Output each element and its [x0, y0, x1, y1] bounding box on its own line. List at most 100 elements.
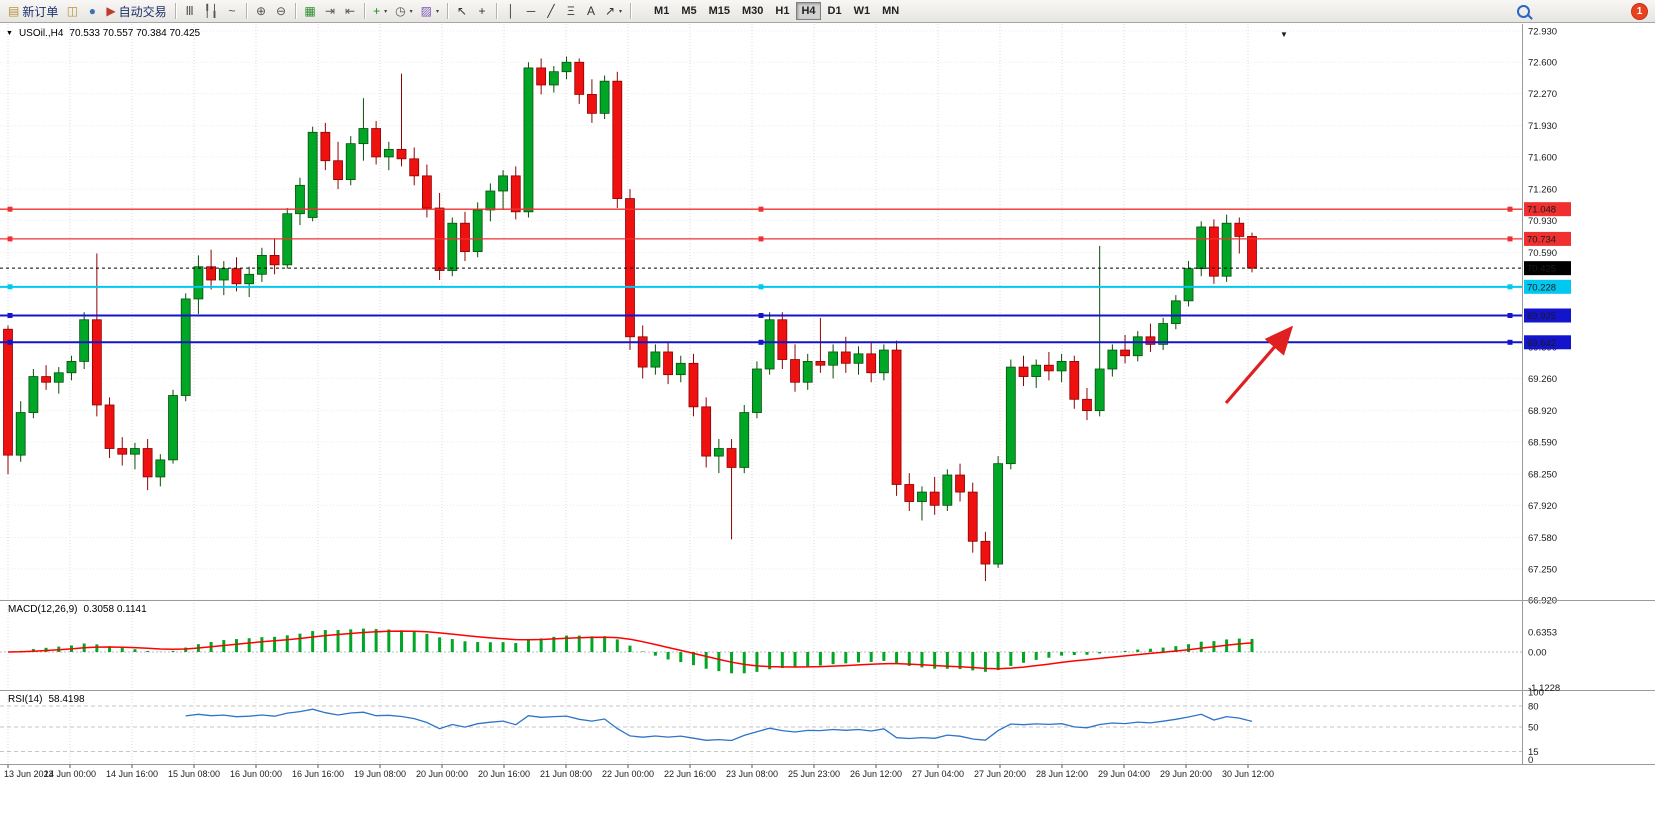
toolbar-separator [295, 3, 297, 19]
periods-icon[interactable]: ◷ ▾ [391, 2, 417, 21]
auto-trading-button-label: 自动交易 [118, 4, 167, 19]
svg-text:16 Jun 16:00: 16 Jun 16:00 [292, 769, 344, 779]
svg-text:30 Jun 12:00: 30 Jun 12:00 [1222, 769, 1274, 779]
svg-text:70.590: 70.590 [1528, 248, 1557, 259]
bars-chart-icon-glyph: Ⅲ [185, 4, 194, 18]
templates-icon-dropdown-caret[interactable]: ▾ [435, 8, 439, 15]
toolbar-separator [495, 3, 497, 19]
auto-scroll-icon[interactable]: ⇥ [320, 2, 340, 21]
bars-chart-icon[interactable]: Ⅲ [180, 2, 200, 21]
svg-text:20 Jun 16:00: 20 Jun 16:00 [478, 769, 530, 779]
toolbar-separator [246, 3, 248, 19]
profiles-icon[interactable]: ● [82, 2, 102, 21]
svg-text:71.048: 71.048 [1527, 205, 1556, 216]
line-chart-icon[interactable]: ~ [222, 2, 242, 21]
timeframe-M15[interactable]: M15 [704, 2, 735, 20]
toolbar-buttons: ▤ 新订单 ◫ ● ▶ 自动交易 Ⅲ ╿╽ ~ ⊕ ⊖ ▦ ⇥ ⇤ + ▾ ◷ ▾ ▨ ▾ ↖ + │ ─ ╱ Ξ A ↗ ▾ [4, 2, 635, 21]
templates-icon[interactable]: ▨ ▾ [417, 2, 443, 21]
new-order-glyph: ▤ [8, 4, 20, 18]
search-icon[interactable] [1517, 4, 1530, 18]
timeframe-MN[interactable]: MN [877, 2, 904, 20]
svg-text:71.600: 71.600 [1528, 152, 1557, 163]
arrows-icon[interactable]: ↗ ▾ [601, 2, 626, 21]
chart-dropdown-icon[interactable]: ▼ [1280, 30, 1288, 39]
svg-text:0: 0 [1528, 755, 1533, 766]
chart-collapse-icon[interactable]: ▼ [6, 30, 13, 37]
toolbar-right: 1 [1517, 3, 1651, 19]
arrows-icon-dropdown-caret[interactable]: ▾ [619, 8, 623, 15]
chart-symbol-period: USOil.,H4 [18, 28, 64, 39]
macd-panel: 0.6353 0.00 -1.1228 [0, 628, 1560, 694]
toolbar-separator [174, 3, 176, 19]
chart-shift-icon[interactable]: ⇤ [340, 2, 360, 21]
timeframe-D1[interactable]: D1 [823, 2, 847, 20]
tile-windows-icon[interactable]: ▦ [300, 2, 320, 21]
notification-badge[interactable]: 1 [1632, 3, 1647, 19]
timeframe-H1[interactable]: H1 [770, 2, 794, 20]
svg-text:68.250: 68.250 [1528, 470, 1557, 481]
toolbar-separator [630, 3, 632, 19]
zoom-in-icon[interactable]: ⊕ [251, 2, 271, 21]
svg-text:21 Jun 08:00: 21 Jun 08:00 [540, 769, 592, 779]
svg-text:100: 100 [1528, 688, 1544, 699]
price-tag-70.734: 70.734 [1524, 231, 1571, 246]
trendline-icon-glyph: ╱ [547, 4, 555, 18]
trend-arrow-annotation[interactable] [1224, 325, 1294, 405]
timeframe-M5[interactable]: M5 [676, 2, 701, 20]
indicators-icon[interactable]: + ▾ [369, 2, 391, 21]
crosshair-icon-glyph: + [478, 4, 486, 18]
svg-text:15 Jun 08:00: 15 Jun 08:00 [168, 769, 220, 779]
fibonacci-icon[interactable]: Ξ [561, 2, 581, 21]
periods-icon-dropdown-caret[interactable]: ▾ [409, 8, 413, 15]
cursor-icon[interactable]: ↖ [452, 2, 472, 21]
timeframe-M30[interactable]: M30 [737, 2, 768, 20]
new-order-button[interactable]: ▤ 新订单 [4, 2, 62, 21]
timeframe-M1[interactable]: M1 [649, 2, 674, 20]
new-order-button-label: 新订单 [22, 4, 59, 19]
rsi-title: RSI(14) [8, 694, 43, 705]
charts-icon[interactable]: ◫ [62, 2, 82, 21]
auto-trading-glyph: ▶ [106, 4, 116, 18]
svg-text:27 Jun 04:00: 27 Jun 04:00 [912, 769, 964, 779]
text-icon[interactable]: A [581, 2, 601, 21]
indicators-icon-glyph: + [373, 4, 381, 18]
rsi-line [185, 708, 1253, 742]
svg-text:16 Jun 00:00: 16 Jun 00:00 [230, 769, 282, 779]
macd-title: MACD(12,26,9) [8, 604, 78, 615]
candlestick-chart-icon-glyph: ╿╽ [203, 4, 219, 18]
timeframe-W1[interactable]: W1 [849, 2, 876, 20]
line-chart-icon-glyph: ~ [228, 4, 236, 18]
macd-signal-line [7, 630, 1253, 670]
svg-text:67.250: 67.250 [1528, 564, 1557, 575]
timeframe-H4[interactable]: H4 [796, 2, 821, 20]
svg-text:69.925: 69.925 [1527, 311, 1556, 322]
svg-text:28 Jun 12:00: 28 Jun 12:00 [1036, 769, 1088, 779]
candlestick-chart-icon[interactable]: ╿╽ [200, 2, 222, 21]
indicators-icon-dropdown-caret[interactable]: ▾ [384, 8, 388, 15]
svg-text:0.00: 0.00 [1528, 648, 1547, 659]
horizontal-line-icon-glyph: ─ [526, 4, 536, 18]
vertical-line-icon[interactable]: │ [501, 2, 521, 21]
vertical-line-icon-glyph: │ [507, 4, 515, 18]
horizontal-price-lines [0, 206, 1522, 345]
zoom-out-icon-glyph: ⊖ [276, 4, 287, 18]
rsi-panel: 100 80 50 150 [0, 688, 1544, 766]
svg-text:67.580: 67.580 [1528, 533, 1557, 544]
fibonacci-icon-glyph: Ξ [567, 4, 575, 18]
macd-values: 0.3058 0.1141 [83, 604, 147, 615]
main-toolbar: ▤ 新订单 ◫ ● ▶ 自动交易 Ⅲ ╿╽ ~ ⊕ ⊖ ▦ ⇥ ⇤ + ▾ ◷ ▾ ▨ ▾ ↖ + │ ─ ╱ Ξ A ↗ ▾ M1 M5… [0, 0, 1655, 23]
zoom-out-icon[interactable]: ⊖ [271, 2, 291, 21]
candles-series [3, 56, 1257, 582]
svg-text:22 Jun 00:00: 22 Jun 00:00 [602, 769, 654, 779]
trendline-icon[interactable]: ╱ [541, 2, 561, 21]
toolbar-separator [364, 3, 366, 19]
price-chart[interactable]: 72.930 72.600 72.270 71.930 71.600 71.260 70.9… [0, 23, 1655, 829]
horizontal-line-icon[interactable]: ─ [521, 2, 541, 21]
svg-text:25 Jun 23:00: 25 Jun 23:00 [788, 769, 840, 779]
crosshair-icon[interactable]: + [472, 2, 492, 21]
chart-grid [0, 24, 1522, 764]
auto-trading-button[interactable]: ▶ 自动交易 [102, 2, 170, 21]
timeframe-toolbar: M1 M5 M15 M30 H1 H4 D1 W1 MN [649, 2, 904, 20]
svg-text:19 Jun 08:00: 19 Jun 08:00 [354, 769, 406, 779]
